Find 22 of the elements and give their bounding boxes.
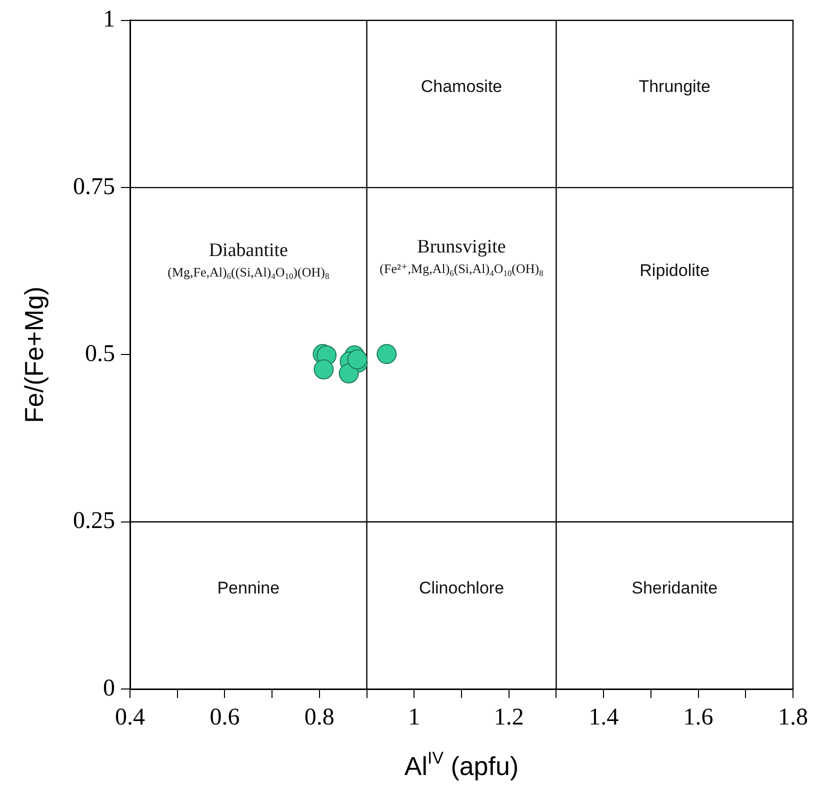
x-tick-label: 1.2 [494,704,524,731]
annotation: Ripidolite [640,260,710,280]
y-axis-title: Fe/(Fe+Mg) [19,286,50,423]
annotation: Clinochlore [418,578,504,598]
y-tick-label: 0 [103,675,115,702]
x-tick-label: 1.4 [588,704,619,731]
y-tick-label: 0.5 [85,340,115,367]
y-tick-label: 0.75 [73,174,115,200]
x-tick-label: 0.8 [304,704,334,731]
annotation: Sheridanite [632,578,718,598]
annotation: Pennine [217,578,280,598]
x-tick-label: 1.6 [683,704,714,731]
annotation: Thrungite [638,76,711,96]
annotation: Brunsvigite [417,236,506,258]
annotation: Chamosite [420,76,502,96]
x-tick-label: 0.6 [210,704,240,731]
annotation: Diabantite [208,240,288,262]
y-tick-label: 1 [103,6,115,33]
x-tick-label: 1.8 [778,704,808,731]
y-tick-label: 0.25 [73,508,115,534]
x-tick-label: 0.4 [115,704,145,731]
x-tick-label: 1 [408,704,420,731]
